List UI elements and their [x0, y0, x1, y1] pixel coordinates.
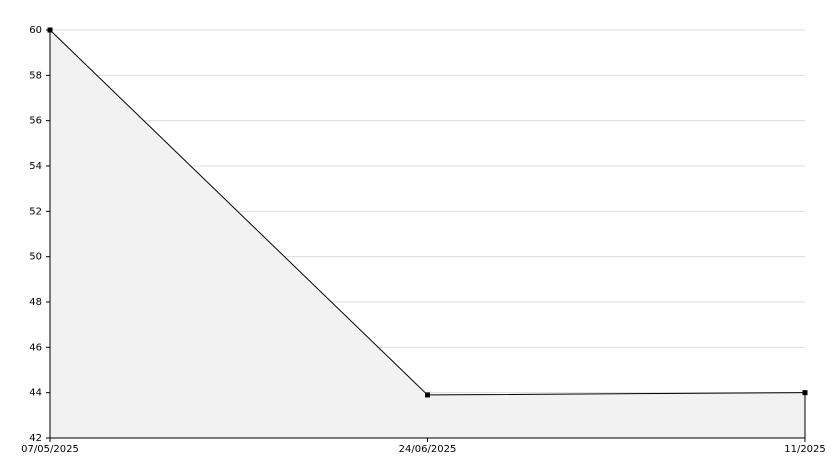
y-tick-label: 54	[29, 161, 42, 172]
y-tick-label: 56	[29, 116, 42, 127]
marker	[802, 390, 808, 396]
y-tick-label: 50	[29, 252, 42, 263]
x-tick-label: 24/06/2025	[399, 444, 457, 455]
x-tick-label: 07/05/2025	[21, 444, 79, 455]
y-tick-label: 52	[29, 206, 42, 217]
marker	[425, 392, 430, 398]
y-tick-label: 44	[29, 388, 42, 399]
area	[50, 30, 805, 438]
y-tick-label: 42	[29, 433, 42, 444]
x-tick-label: 11/2025	[784, 444, 826, 455]
y-tick-label: 58	[29, 70, 42, 81]
y-tick-label: 46	[29, 342, 42, 353]
y-tick-label: 60	[29, 25, 42, 36]
y-tick-label: 48	[29, 297, 42, 308]
